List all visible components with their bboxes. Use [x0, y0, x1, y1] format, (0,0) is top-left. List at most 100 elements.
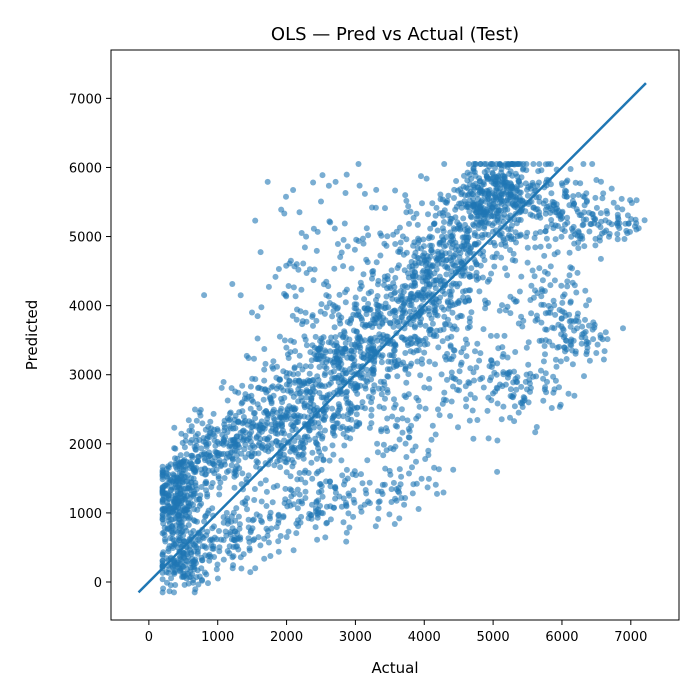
scatter-point [322, 427, 328, 434]
scatter-point [574, 310, 581, 317]
scatter-point [289, 463, 296, 470]
scatter-point [268, 421, 275, 428]
scatter-point [528, 282, 535, 289]
scatter-point [327, 478, 333, 485]
scatter-point [577, 180, 584, 187]
scatter-point [513, 196, 520, 203]
scatter-point [315, 352, 321, 359]
scatter-point [401, 267, 408, 274]
scatter-point [355, 161, 362, 167]
scatter-point [239, 470, 246, 477]
scatter-point [413, 415, 420, 422]
scatter-point [500, 403, 507, 410]
scatter-point [342, 299, 349, 306]
scatter-point [485, 435, 492, 442]
scatter-point [426, 261, 433, 268]
scatter-point [427, 326, 433, 333]
scatter-point [436, 273, 443, 280]
scatter-point [372, 334, 379, 341]
scatter-point [456, 379, 463, 385]
scatter-point [600, 190, 607, 197]
scatter-point [251, 536, 258, 543]
scatter-point [512, 170, 519, 177]
scatter-point [283, 534, 290, 540]
y-tick-label: 5000 [69, 231, 102, 246]
scatter-point [297, 439, 304, 446]
scatter-point [545, 302, 552, 309]
scatter-point [266, 434, 273, 441]
scatter-point [258, 385, 265, 392]
scatter-point [614, 236, 621, 243]
scatter-point [424, 341, 431, 347]
scatter-point [268, 445, 275, 452]
scatter-point [409, 464, 415, 471]
scatter-point [514, 233, 521, 240]
scatter-point [341, 329, 348, 336]
scatter-point [509, 393, 516, 400]
scatter-point [396, 489, 403, 496]
scatter-point [440, 256, 447, 263]
scatter-point [413, 210, 420, 217]
scatter-point [323, 503, 330, 510]
scatter-point [338, 249, 345, 256]
scatter-point [390, 352, 397, 359]
scatter-point [241, 446, 248, 453]
scatter-point [340, 263, 347, 270]
scatter-point [351, 361, 358, 368]
scatter-point [527, 388, 533, 395]
scatter-point [203, 480, 210, 487]
scatter-point [308, 459, 315, 466]
scatter-point [501, 173, 508, 180]
scatter-point [190, 491, 197, 497]
scatter-point [353, 411, 360, 418]
scatter-point [191, 542, 198, 549]
scatter-point [394, 373, 401, 380]
scatter-point [391, 358, 398, 365]
scatter-point [376, 323, 383, 330]
scatter-point [268, 384, 275, 391]
scatter-point [321, 310, 328, 317]
scatter-point [458, 191, 465, 198]
scatter-point [275, 548, 282, 555]
scatter-point [368, 420, 375, 427]
scatter-point [423, 175, 430, 182]
scatter-point [221, 437, 228, 444]
x-tick-label: 7000 [614, 630, 647, 645]
scatter-point [247, 569, 254, 576]
scatter-point [266, 513, 273, 520]
scatter-point [298, 230, 305, 236]
scatter-point [440, 396, 447, 403]
scatter-point [159, 476, 166, 483]
x-tick-label: 1000 [201, 630, 234, 645]
scatter-point [404, 417, 411, 424]
scatter-point [614, 231, 621, 237]
scatter-point [574, 269, 581, 276]
scatter-point [342, 345, 349, 352]
scatter-point [295, 266, 302, 273]
scatter-point [340, 413, 347, 420]
scatter-point [272, 273, 279, 280]
scatter-point [571, 327, 578, 334]
scatter-point [177, 490, 184, 497]
scatter-point [407, 336, 414, 343]
scatter-point [358, 403, 365, 410]
scatter-point [509, 161, 516, 167]
scatter-point [289, 312, 296, 319]
scatter-point [567, 264, 574, 271]
scatter-point [465, 161, 472, 167]
scatter-point [460, 345, 467, 352]
scatter-point [316, 448, 323, 455]
scatter-point [402, 365, 409, 372]
scatter-point [208, 536, 215, 543]
y-tick-label: 6000 [69, 161, 102, 176]
scatter-point [589, 211, 596, 217]
scatter-point [426, 376, 433, 382]
scatter-point [258, 443, 265, 450]
scatter-point [292, 449, 299, 456]
scatter-point [567, 298, 574, 305]
scatter-point [329, 415, 336, 421]
scatter-point [291, 379, 298, 386]
scatter-point [379, 491, 386, 497]
scatter-point [614, 204, 621, 211]
